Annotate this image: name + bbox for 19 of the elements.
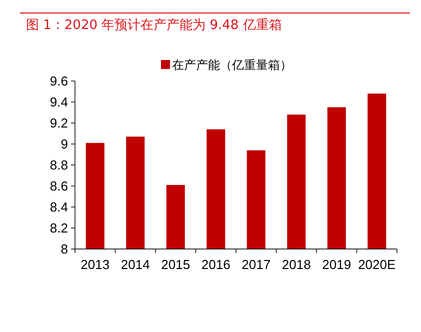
x-tick-label: 2015 [161, 257, 190, 272]
y-tick-label: 8.8 [50, 158, 68, 172]
y-tick-label: 8.6 [50, 178, 68, 194]
x-tick-label: 2020E [358, 257, 396, 272]
x-tick-label: 2013 [80, 257, 110, 272]
y-tick-label: 8 [60, 242, 68, 256]
x-tick-label: 2016 [201, 257, 230, 272]
legend-label: 在产产能（亿重量箱） [172, 58, 292, 72]
x-tick-label: 2019 [322, 257, 352, 272]
title: 图 1：2020 年预计在产产能为 9.48 亿重箱 [26, 18, 282, 33]
y-tick-label: 9 [60, 136, 68, 152]
y-tick-label: 9.6 [50, 74, 68, 88]
x-tick-label: 2018 [282, 257, 311, 272]
y-tick-label: 8.4 [50, 200, 68, 214]
y-tick-label: 8.2 [50, 220, 68, 236]
y-tick-label: 9.2 [50, 116, 68, 130]
x-tick-label: 2014 [120, 257, 150, 272]
y-tick-label: 9.4 [50, 94, 68, 110]
x-tick-label: 2017 [242, 257, 271, 272]
